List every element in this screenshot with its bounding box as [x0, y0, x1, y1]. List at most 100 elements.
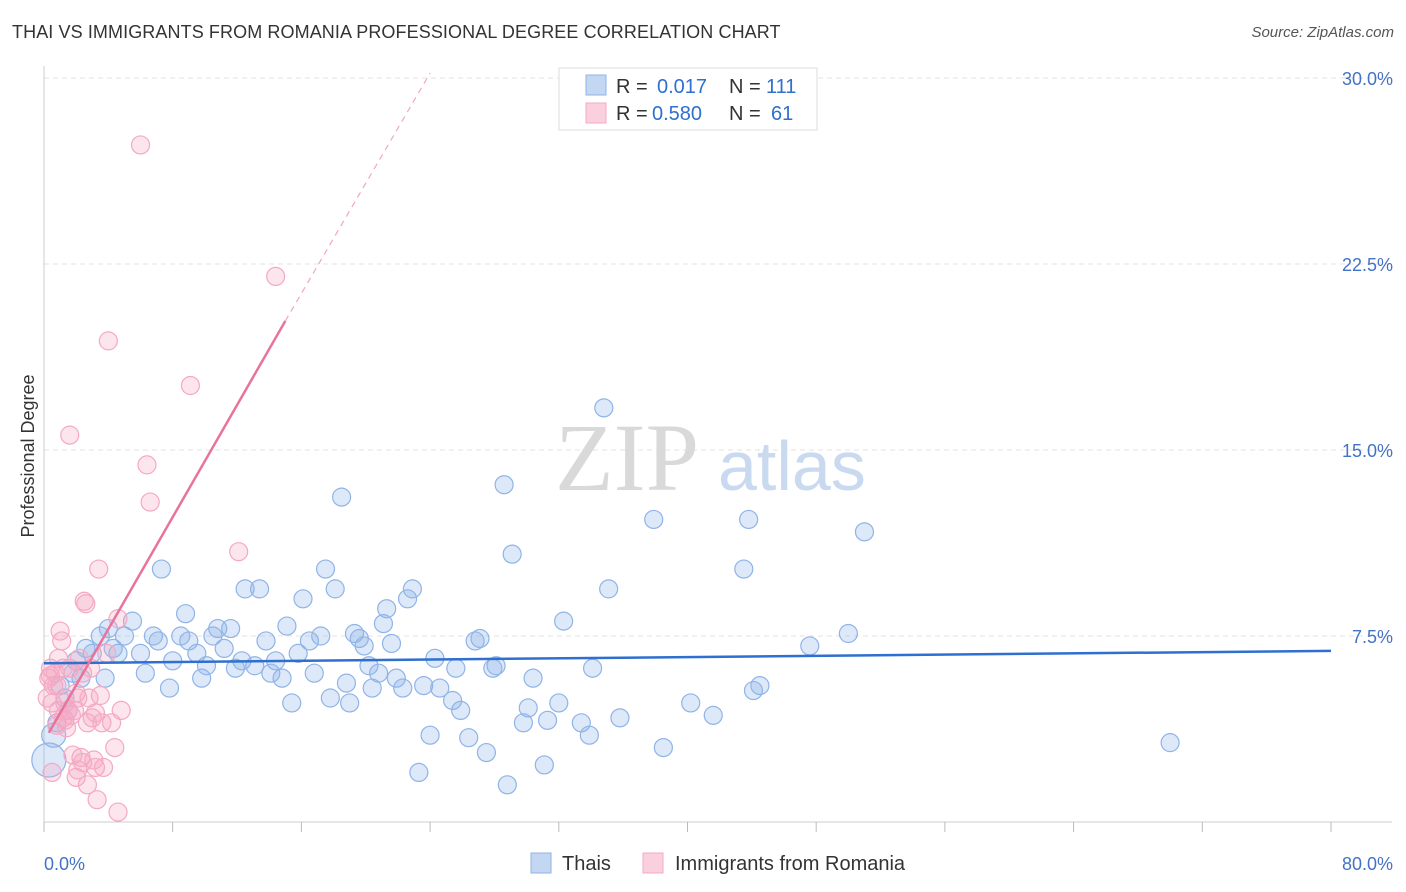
point-thais-86	[502, 544, 522, 564]
point-thais-65	[381, 633, 402, 654]
point-thais-67	[393, 678, 413, 698]
point-thais-46	[288, 643, 308, 663]
legend-bottom-swatch-thais	[530, 852, 552, 874]
trend-line-thais	[43, 649, 1332, 665]
point-thais-95	[579, 725, 599, 745]
point-romania-56	[97, 643, 117, 663]
point-thais-96	[582, 658, 603, 678]
point-thais-90	[534, 755, 554, 775]
point-thais-93	[554, 611, 574, 631]
trend-extension-romania	[284, 72, 431, 322]
y-tick-label-2: 22.5%	[1342, 255, 1393, 275]
point-romania-40	[130, 135, 151, 155]
chart-title: THAI VS IMMIGRANTS FROM ROMANIA PROFESSI…	[12, 22, 781, 42]
point-thais-101	[653, 737, 673, 758]
y-tick-label-0: 7.5%	[1352, 627, 1393, 647]
point-romania-34	[92, 713, 112, 733]
point-thais-49	[304, 663, 324, 683]
legend-bottom: Thais Immigrants from Romania	[530, 852, 906, 875]
point-thais-77	[451, 700, 471, 721]
legend-swatch-romania	[585, 102, 607, 124]
point-romania-8	[50, 621, 70, 641]
point-thais-87	[513, 713, 534, 733]
point-thais-52	[320, 688, 340, 708]
point-thais-85	[497, 775, 517, 795]
point-romania-9	[52, 631, 72, 651]
point-thais-88	[518, 698, 538, 718]
point-thais-66	[386, 668, 406, 688]
point-thais-16	[114, 626, 135, 646]
point-thais-104	[734, 559, 754, 579]
point-thais-75	[443, 690, 463, 711]
legend-top: R = 0.017 N = 111 R = 0.580 N = 61	[558, 67, 818, 131]
legend-bottom-label-thais: Thais	[562, 853, 611, 875]
point-thais-62	[369, 663, 389, 683]
point-thais-103	[703, 705, 723, 725]
point-thais-71	[414, 675, 434, 696]
point-thais-54	[332, 487, 352, 507]
legend-n-label-thais: N =	[729, 76, 761, 98]
legend-swatch-thais	[585, 74, 607, 96]
legend-r-label-thais: R =	[616, 76, 648, 98]
point-thais-37	[235, 579, 255, 599]
watermark: ZIP atlas	[555, 404, 866, 511]
point-romania-39	[111, 700, 131, 721]
point-thais-30	[196, 656, 217, 676]
point-romania-55	[48, 648, 69, 668]
point-thais-50	[311, 626, 331, 646]
x-tick-label-0: 0.0%	[44, 854, 85, 874]
chart-source: Source: ZipAtlas.com	[1251, 24, 1394, 41]
point-thais-29	[192, 668, 212, 688]
point-thais-102	[681, 693, 701, 713]
legend-r-label-romania: R =	[616, 103, 648, 125]
point-romania-6	[47, 675, 67, 696]
point-thais-74	[430, 678, 450, 698]
point-romania-31	[87, 790, 107, 810]
point-thais-107	[750, 675, 770, 696]
point-thais-59	[354, 636, 374, 656]
point-romania-25	[77, 775, 98, 795]
x-tick-label-1: 80.0%	[1342, 854, 1393, 874]
point-romania-45	[266, 266, 286, 286]
legend-r-value-romania: 0.580	[652, 103, 702, 125]
point-thais-106	[743, 680, 764, 701]
point-romania-43	[180, 375, 200, 396]
trend-lines	[43, 72, 1332, 734]
legend-n-value-thais: 111	[766, 76, 796, 98]
point-thais-111	[1160, 733, 1180, 753]
point-romania-59	[40, 666, 61, 686]
point-thais-76	[446, 658, 466, 678]
point-thais-72	[420, 725, 440, 745]
point-thais-98	[599, 579, 619, 599]
legend-r-value-thais: 0.017	[657, 76, 707, 98]
point-thais-47	[293, 589, 313, 609]
point-romania-51	[77, 713, 98, 733]
point-thais-97	[594, 398, 614, 418]
point-thais-39	[249, 579, 270, 599]
point-thais-108	[800, 636, 820, 656]
point-thais-83	[486, 656, 506, 676]
point-thais-70	[409, 762, 429, 783]
point-thais-55	[336, 673, 357, 693]
point-thais-109	[838, 623, 858, 644]
point-thais-80	[470, 628, 490, 649]
point-thais-19	[135, 663, 155, 683]
point-romania-41	[137, 455, 157, 475]
point-thais-12	[95, 668, 115, 688]
point-thais-17	[122, 611, 143, 631]
point-thais-68	[397, 589, 418, 609]
point-thais-21	[148, 631, 168, 651]
point-thais-56	[340, 693, 360, 713]
point-thais-44	[277, 616, 297, 636]
trend-line-romania	[47, 320, 287, 734]
x-tick-labels: 0.0% 80.0%	[44, 854, 1393, 874]
point-thais-40	[256, 631, 276, 651]
point-thais-89	[523, 668, 543, 688]
point-romania-46	[108, 802, 128, 822]
point-thais-53	[325, 579, 345, 599]
point-thais-33	[214, 638, 234, 659]
point-thais-26	[175, 604, 196, 624]
point-thais-51	[315, 559, 336, 579]
point-romania-32	[89, 559, 109, 579]
